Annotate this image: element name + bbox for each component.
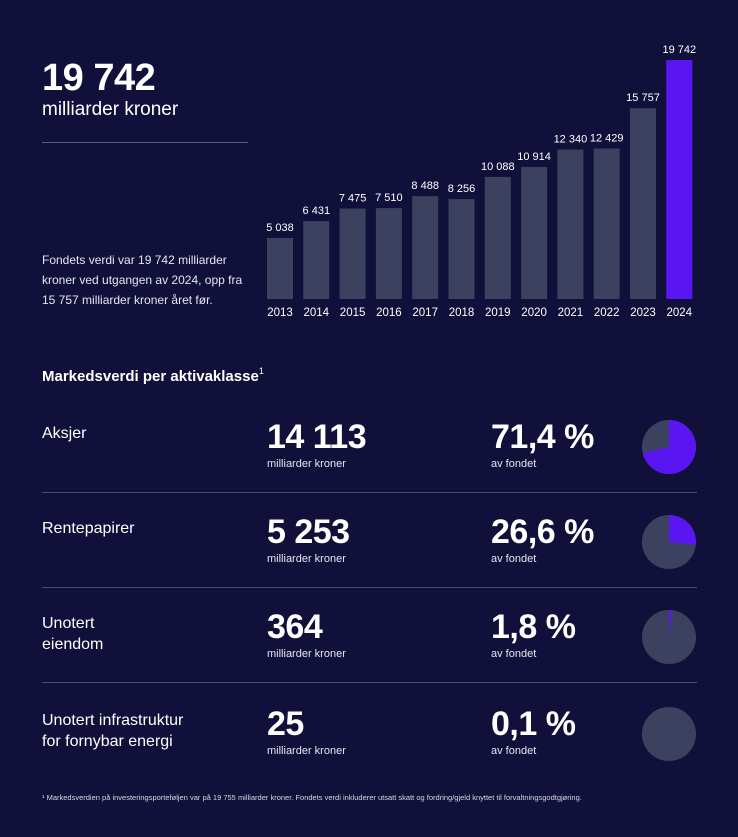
- bar-2023: [630, 108, 656, 299]
- row-divider: [42, 682, 697, 683]
- asset-class-share-unit: av fondet: [491, 648, 537, 660]
- bar-2020: [521, 166, 548, 299]
- asset-class-value-unit: milliarder kroner: [267, 553, 346, 565]
- bar-value-label: 8 488: [411, 180, 439, 192]
- bar-value-label: 7 475: [339, 193, 367, 205]
- asset-class-value: 25: [267, 705, 304, 743]
- x-axis-tick-label: 2019: [485, 307, 511, 319]
- bar-2013: [267, 238, 293, 299]
- asset-class-name: Unotert infrastruktur for fornybar energ…: [42, 712, 184, 750]
- asset-class-name: Rentepapirer: [42, 520, 135, 537]
- asset-class-share-unit: av fondet: [491, 458, 537, 470]
- asset-class-share: 26,6 %: [491, 513, 594, 551]
- x-axis-tick-label: 2015: [340, 307, 366, 319]
- pie-share-slice: [669, 610, 673, 637]
- headline-value: 19 742: [42, 57, 156, 99]
- pie-share-slice: [642, 420, 697, 474]
- share-pie-chart: [642, 420, 697, 474]
- asset-class-share-unit: av fondet: [491, 745, 537, 757]
- bar-value-label: 19 742: [662, 44, 696, 56]
- asset-class-value: 14 113: [267, 418, 367, 456]
- asset-class-value: 364: [267, 608, 323, 646]
- section-title: Markedsverdi per aktivaklasse1: [42, 366, 264, 385]
- share-pie-chart: [642, 610, 696, 664]
- bar-value-label: 15 757: [626, 92, 660, 104]
- asset-class-row: Aksjer 14 113 milliarder kroner 71,4 % av fo…: [42, 418, 697, 518]
- section-title-text: Markedsverdi per aktivaklasse: [42, 368, 259, 385]
- x-axis-tick-label: 2018: [449, 307, 475, 319]
- footnote: ¹ Markedsverdien på investeringsporteføl…: [42, 793, 582, 802]
- fund-value-bar-chart: 5 038 2013 6 431 2014 7 475 2015 7 510 2016 8 48…: [266, 44, 696, 319]
- x-axis-tick-label: 2020: [521, 307, 547, 319]
- asset-class-share: 0,1 %: [491, 705, 576, 743]
- asset-class-value: 5 253: [267, 513, 350, 551]
- bar-value-label: 5 038: [266, 222, 294, 234]
- share-pie-chart: [642, 706, 696, 761]
- bar-2021: [557, 149, 584, 299]
- asset-class-name: Unotert eiendom: [42, 615, 104, 653]
- x-axis-tick-label: 2017: [412, 307, 438, 319]
- row-divider: [42, 587, 697, 588]
- bar-2018: [448, 199, 475, 299]
- x-axis-tick-label: 2024: [667, 307, 693, 319]
- asset-class-name: Aksjer: [42, 425, 87, 442]
- fund-value-description: Fondets verdi var 19 742 milliarder kron…: [42, 253, 243, 307]
- bar-2019: [484, 176, 511, 299]
- headline-divider: [42, 142, 248, 143]
- asset-class-row: Unotert infrastruktur for fornybar energ…: [42, 705, 696, 805]
- share-pie-chart: [642, 515, 696, 569]
- asset-class-value-unit: milliarder kroner: [267, 458, 346, 470]
- headline-unit: milliarder kroner: [42, 99, 179, 120]
- bar-value-label: 10 914: [517, 151, 551, 163]
- section-title-footnote-mark: 1: [258, 366, 264, 376]
- pie-share-slice: [669, 515, 696, 545]
- bar-value-label: 8 256: [448, 183, 476, 195]
- bar-2015: [339, 208, 366, 299]
- bar-2022: [593, 148, 620, 299]
- asset-class-row: Unotert eiendom 364 milliarder kroner 1,8 %…: [42, 608, 696, 708]
- bar-value-label: 10 088: [481, 161, 515, 173]
- x-axis-tick-label: 2022: [594, 307, 620, 319]
- bar-2017: [412, 196, 439, 299]
- x-axis-tick-label: 2014: [304, 307, 330, 319]
- asset-class-row: Rentepapirer 5 253 milliarder kroner 26,6 %…: [42, 513, 696, 613]
- bar-value-label: 6 431: [303, 205, 331, 217]
- x-axis-tick-label: 2023: [630, 307, 656, 319]
- headline: 19 742 milliarder kroner: [42, 58, 178, 122]
- asset-class-share-unit: av fondet: [491, 553, 537, 565]
- asset-class-value-unit: milliarder kroner: [267, 745, 346, 757]
- asset-class-value-unit: milliarder kroner: [267, 648, 346, 660]
- bar-2014: [303, 221, 330, 299]
- bar-value-label: 12 429: [590, 133, 624, 145]
- bar-2024: [666, 60, 693, 299]
- bar-2016: [375, 208, 402, 299]
- x-axis-tick-label: 2013: [267, 307, 293, 319]
- x-axis-tick-label: 2021: [558, 307, 584, 319]
- x-axis-tick-label: 2016: [376, 307, 402, 319]
- bar-value-label: 12 340: [554, 134, 588, 146]
- row-divider: [42, 492, 697, 493]
- bar-value-label: 7 510: [375, 192, 403, 204]
- asset-class-share: 1,8 %: [491, 608, 576, 646]
- asset-class-share: 71,4 %: [491, 418, 594, 456]
